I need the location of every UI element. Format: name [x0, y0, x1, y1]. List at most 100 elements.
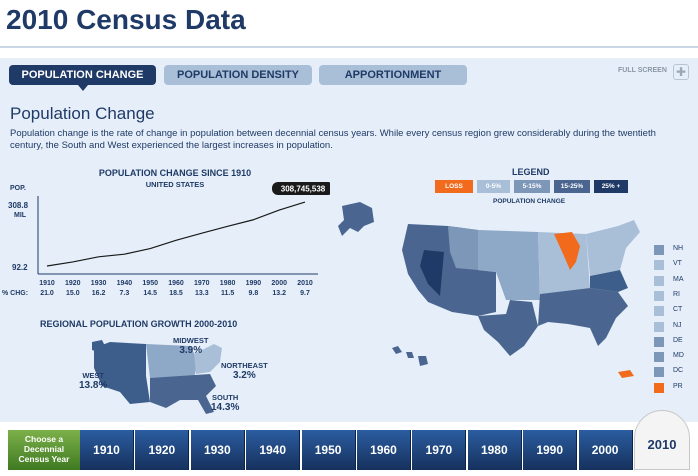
x-tick-label: 1970 — [194, 280, 210, 287]
chart-subtitle: UNITED STATES — [145, 180, 205, 189]
state-swatch — [654, 321, 664, 332]
x-tick-label: 1930 — [91, 280, 107, 287]
legend-15-25: 15-25% — [554, 180, 590, 193]
state-md[interactable]: MD — [654, 351, 688, 363]
carolinas-shape — [590, 270, 628, 292]
pct-change-value: 13.2 — [272, 290, 286, 297]
state-label: NH — [673, 245, 684, 252]
region-west-label: WEST 13.8% — [79, 371, 108, 391]
tab-population-density[interactable]: POPULATION DENSITY — [164, 65, 312, 85]
michigan-shape — [554, 232, 580, 270]
pct-change-value: 15.0 — [66, 290, 80, 297]
population-line — [46, 201, 306, 267]
timeline: Choose a Decennial Census Year 1910 1920 1… — [8, 410, 698, 470]
state-ct[interactable]: CT — [654, 305, 688, 317]
pct-change-label: % CHG: — [2, 290, 28, 297]
alaska-shape — [338, 202, 374, 236]
pct-change-value: 9.7 — [300, 290, 310, 297]
state-nh[interactable]: NH — [654, 244, 688, 256]
year-button-1910[interactable]: 1910 — [80, 430, 134, 470]
year-button-1960[interactable]: 1960 — [357, 430, 411, 470]
state-label: MA — [673, 275, 684, 283]
region-south — [150, 374, 216, 414]
region-south-label: SOUTH 14.3% — [211, 393, 240, 413]
tab-apportionment[interactable]: APPORTIONMENT — [319, 65, 467, 85]
pct-change-value: 18.5 — [169, 290, 183, 297]
state-de[interactable]: DE — [654, 336, 688, 348]
state-label: CT — [673, 306, 683, 314]
state-pr[interactable]: PR — [654, 382, 688, 394]
pct-change-value: 7.3 — [120, 290, 130, 297]
state-label: RI — [673, 290, 680, 298]
southeast-states — [538, 288, 628, 346]
state-vt[interactable]: VT — [654, 259, 688, 271]
plains-states — [478, 230, 540, 300]
hawaii-shape — [392, 346, 428, 366]
population-line-chart: POP. 308.8 MIL 92.2 % CHG: 1910 1920 1930 1… — [2, 182, 330, 297]
year-button-1930[interactable]: 1930 — [190, 430, 245, 470]
y-axis-label: POP. — [10, 185, 26, 192]
state-nj[interactable]: NJ — [654, 321, 688, 333]
year-button-1950[interactable]: 1950 — [301, 430, 356, 470]
state-swatch — [654, 352, 664, 363]
y-bottom-label: 92.2 — [12, 263, 28, 272]
pct-change-value: 21.0 — [40, 290, 54, 297]
legend-subtitle: POPULATION CHANGE — [493, 198, 566, 205]
legend-loss: LOSS — [435, 180, 473, 193]
state-ri[interactable]: RI — [654, 290, 688, 302]
region-northeast-label: NORTHEAST 3.2% — [221, 361, 268, 381]
year-button-1940[interactable]: 1940 — [246, 430, 301, 470]
state-swatch — [654, 275, 664, 286]
pct-change-value: 16.2 — [92, 290, 106, 297]
state-swatch — [654, 290, 664, 301]
texas-shape — [478, 300, 538, 356]
y-top-unit: MIL — [14, 212, 27, 219]
x-tick-label: 1950 — [142, 280, 158, 287]
state-label: VT — [673, 260, 682, 268]
state-label: DE — [673, 336, 683, 344]
state-label: PR — [673, 382, 683, 390]
x-tick-label: 2010 — [297, 280, 313, 287]
state-swatch — [654, 260, 664, 271]
x-tick-label: 1960 — [168, 280, 184, 287]
alaska — [92, 340, 106, 352]
legend-25-plus: 25% + — [594, 180, 628, 193]
legend-5-15: 5-15% — [514, 180, 550, 193]
full-screen-icon[interactable]: ✚ — [673, 64, 689, 80]
year-button-2000[interactable]: 2000 — [578, 430, 633, 470]
tab-population-change[interactable]: POPULATION CHANGE — [9, 65, 156, 91]
state-swatch — [654, 245, 664, 255]
choose-year-label: Choose a Decennial Census Year — [8, 430, 80, 470]
year-button-1990[interactable]: 1990 — [523, 430, 578, 470]
x-tick-label: 1910 — [39, 280, 55, 287]
legend-0-5: 0-5% — [477, 180, 510, 193]
callout-value: 308,745,538 — [281, 185, 326, 194]
pct-change-value: 11.5 — [221, 290, 234, 297]
regional-title: REGIONAL POPULATION GROWTH 2000-2010 — [40, 319, 238, 329]
callout-box — [272, 182, 330, 195]
year-button-1980[interactable]: 1980 — [467, 430, 522, 470]
state-label: NJ — [673, 321, 682, 329]
full-screen-label[interactable]: FULL SCREEN — [618, 67, 667, 74]
pct-change-value: 14.5 — [143, 290, 157, 297]
x-tick-label: 1920 — [65, 280, 81, 287]
nevada-shape — [420, 250, 444, 296]
region-west — [94, 342, 150, 404]
regional-map — [92, 340, 222, 414]
year-button-1970[interactable]: 1970 — [412, 430, 467, 470]
state-ma[interactable]: MA — [654, 275, 688, 287]
puerto-rico-shape — [618, 370, 634, 378]
state-dc[interactable]: DC — [654, 366, 688, 378]
state-label: DC — [673, 367, 684, 375]
legend-title: LEGEND — [512, 167, 550, 177]
callout: 308,745,538 — [272, 182, 330, 195]
year-button-1920[interactable]: 1920 — [135, 430, 190, 470]
y-top-label: 308.8 — [8, 201, 29, 210]
us-state-map[interactable] — [328, 196, 648, 382]
x-tick-label: 1980 — [220, 280, 236, 287]
year-button-selected[interactable]: 2010 — [634, 410, 690, 470]
section-description: Population change is the rate of change … — [10, 128, 656, 151]
x-tick-label: 2000 — [271, 280, 287, 287]
northeast-states — [586, 220, 640, 276]
state-swatch — [654, 382, 664, 393]
